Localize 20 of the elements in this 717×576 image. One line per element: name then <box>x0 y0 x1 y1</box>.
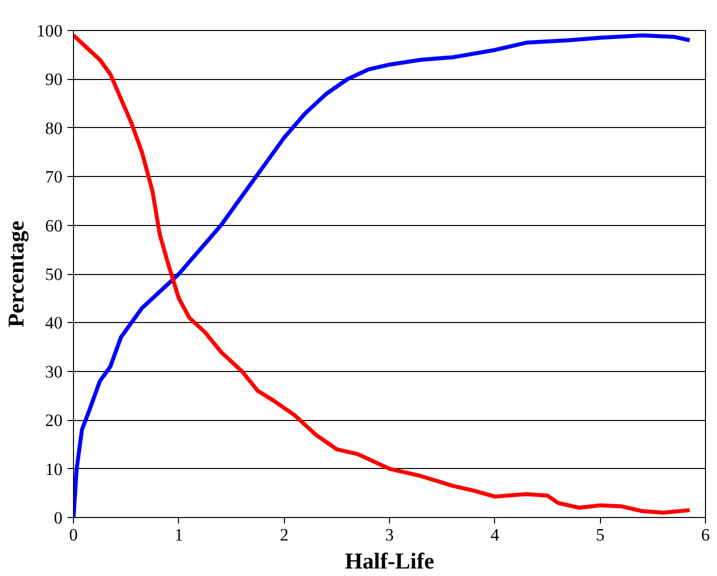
y-tick-label: 20 <box>45 411 62 430</box>
y-tick-label: 30 <box>45 362 62 382</box>
x-tick-label: 1 <box>174 526 184 544</box>
x-tick-label: 4 <box>490 526 500 544</box>
y-tick-label: 80 <box>45 118 62 138</box>
x-tick-label: 3 <box>385 526 394 544</box>
y-tick-label: 100 <box>36 22 63 40</box>
x-tick-label: 2 <box>280 526 289 544</box>
y-tick-label: 60 <box>45 216 62 236</box>
y-tick-label: 40 <box>45 314 62 333</box>
x-tick-label: 0 <box>69 526 78 544</box>
y-tick-label: 70 <box>45 168 62 187</box>
x-tick-label: 5 <box>596 526 605 544</box>
y-tick-label: 50 <box>45 265 62 284</box>
x-axis-title: Half-Life <box>344 548 434 574</box>
x-tick-label: 6 <box>701 526 710 544</box>
y-tick-label: 0 <box>54 508 63 528</box>
y-axis-title: Percentage <box>4 220 29 328</box>
y-tick-label: 90 <box>45 70 62 90</box>
y-tick-label: 10 <box>45 460 62 479</box>
